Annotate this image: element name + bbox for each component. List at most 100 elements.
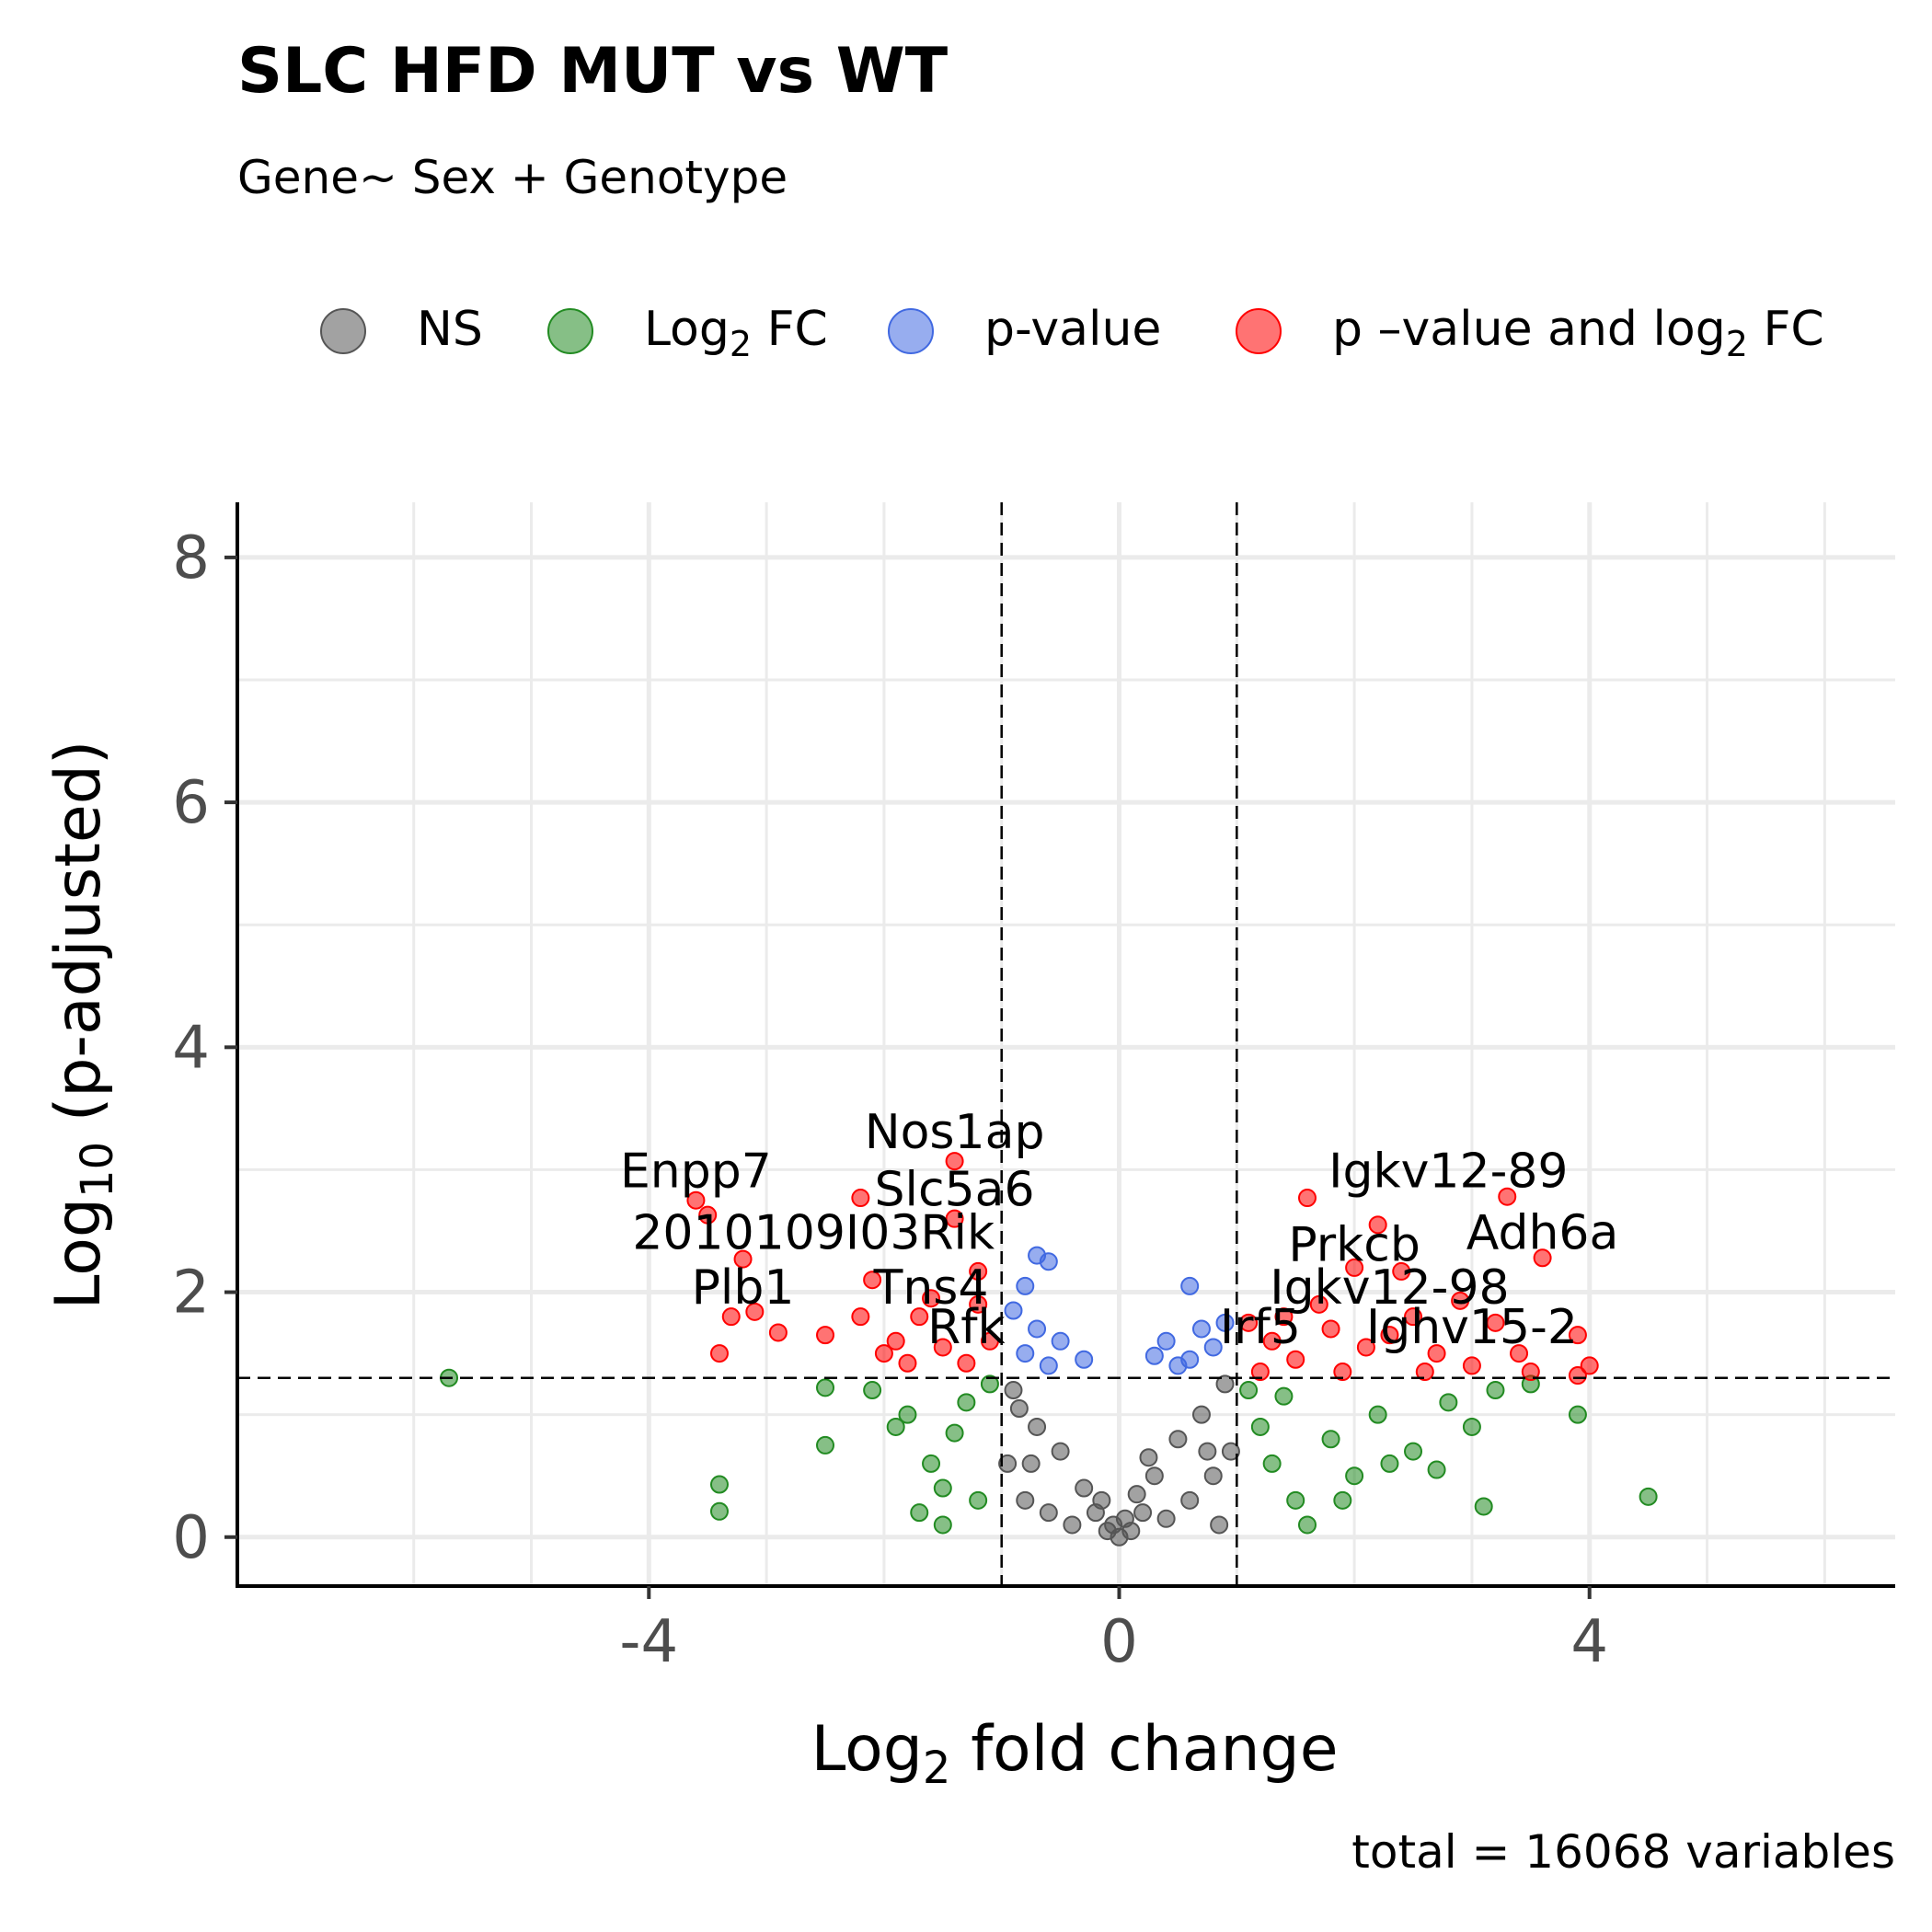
data-point-pfc [1380, 1326, 1399, 1345]
data-point-p [1075, 1350, 1094, 1369]
data-point-pfc [1345, 1258, 1364, 1277]
data-point-pfc [1498, 1187, 1517, 1206]
legend-label-fc: Log2 FC [644, 302, 828, 364]
data-point-pfc [945, 1209, 964, 1228]
legend-marker-p [888, 308, 934, 354]
data-point-pfc [1262, 1331, 1282, 1351]
data-point-fc [1404, 1442, 1423, 1461]
axis-ticks: 0 2 4 6 8 -4 0 4 [172, 524, 1608, 1676]
gene-label: Nos1ap [865, 1105, 1045, 1160]
data-point-pfc [1356, 1338, 1375, 1357]
data-point-fc [933, 1478, 952, 1498]
data-point-p [1191, 1319, 1211, 1339]
data-point-pfc [910, 1307, 929, 1327]
data-point-pfc [698, 1205, 718, 1225]
data-point-p [1016, 1344, 1035, 1363]
legend-label-part: 2 [730, 324, 752, 364]
data-point-pfc [922, 1289, 941, 1308]
data-point-pfc [1392, 1261, 1411, 1281]
legend: NS Log2 FC p-value p –value and log2 FC [320, 302, 1824, 364]
data-point-p [1156, 1331, 1176, 1351]
gene-label: Enpp7 [620, 1144, 772, 1200]
data-point-fc [1427, 1460, 1446, 1479]
data-point-ns [1133, 1503, 1153, 1523]
data-point-ns [1009, 1398, 1029, 1418]
data-point-pfc [709, 1344, 729, 1363]
data-point-fc [1333, 1490, 1352, 1510]
grid-lines [237, 502, 1895, 1586]
data-point-ns [1004, 1381, 1023, 1400]
data-point-fc [1380, 1454, 1399, 1473]
data-point-pfc [1533, 1248, 1552, 1268]
data-point-p [1215, 1313, 1235, 1332]
legend-label-p: p-value [984, 302, 1161, 357]
data-point-p [1004, 1301, 1023, 1320]
legend-marker-pfc [1236, 308, 1282, 354]
data-point-ns [1198, 1442, 1217, 1461]
data-point-fc [1321, 1430, 1340, 1449]
data-point-pfc [1297, 1189, 1317, 1208]
legend-label-part: 2 [1726, 324, 1748, 364]
data-point-ns [1215, 1374, 1235, 1394]
gene-label: Slc5a6 [875, 1163, 1035, 1218]
data-point-pfc [933, 1338, 952, 1357]
data-point-pfc [1286, 1350, 1305, 1369]
data-point-pfc [1580, 1356, 1599, 1375]
data-point-p [1051, 1331, 1070, 1351]
data-point-p [1203, 1338, 1223, 1357]
y-axis-title: Log10 (p-adjusted) [42, 741, 123, 1310]
data-point-pfc [1568, 1366, 1587, 1386]
data-point-fc [1462, 1417, 1481, 1436]
data-point-fc [1274, 1386, 1294, 1406]
data-point-fc [1439, 1393, 1458, 1412]
gene-label: 2010109I03Rik [632, 1205, 995, 1260]
x-tick-label: -4 [619, 1608, 678, 1676]
data-point-ns [1039, 1503, 1058, 1523]
data-point-pfc [874, 1344, 893, 1363]
legend-label-ns: NS [417, 302, 483, 357]
data-point-ns [1180, 1490, 1200, 1510]
data-point-pfc [686, 1190, 706, 1210]
y-tick-label: 8 [172, 524, 210, 592]
data-point-pfc [1510, 1344, 1529, 1363]
data-point-ns [1016, 1490, 1035, 1510]
data-point-ns [1127, 1485, 1146, 1504]
legend-label-part: p –value and log [1332, 302, 1726, 357]
legend-label-part: p-value [984, 302, 1161, 357]
chart-caption: total = 16068 variables [1351, 1825, 1895, 1879]
data-point-ns [1063, 1515, 1082, 1535]
data-point-ns [1221, 1442, 1240, 1461]
data-point-ns [1210, 1515, 1229, 1535]
x-tick-label: 0 [1100, 1608, 1138, 1676]
data-point-pfc [1451, 1291, 1470, 1310]
data-point-pfc [886, 1331, 905, 1351]
data-point-fc [709, 1475, 729, 1494]
data-point-fc [1286, 1490, 1305, 1510]
data-point-pfc [733, 1249, 753, 1269]
legend-marker-ns [320, 308, 366, 354]
gene-label: Igkv12-89 [1328, 1144, 1568, 1200]
data-point-ns [1075, 1478, 1094, 1498]
data-point-pfc [945, 1152, 964, 1171]
data-point-fc [1639, 1487, 1658, 1506]
gene-label: Igkv12-98 [1270, 1260, 1509, 1316]
gene-label: Tns4 [873, 1260, 989, 1316]
data-point-pfc [721, 1307, 741, 1327]
gene-label: Ighv15-2 [1366, 1300, 1578, 1355]
data-point-pfc [745, 1302, 765, 1321]
data-point-fc [1486, 1381, 1505, 1400]
data-point-pfc [1239, 1313, 1259, 1332]
data-point-ns [1139, 1448, 1158, 1467]
data-point-fc [910, 1503, 929, 1523]
data-point-fc [863, 1381, 882, 1400]
y-tick-label: 6 [172, 769, 210, 837]
data-point-fc [933, 1515, 952, 1535]
data-point-pfc [969, 1294, 988, 1314]
data-point-fc [1250, 1417, 1270, 1436]
chart-title: SLC HFD MUT vs WT [237, 35, 949, 108]
data-point-p [1028, 1319, 1047, 1339]
data-point-pfc [1321, 1319, 1340, 1339]
data-point-ns [1051, 1442, 1070, 1461]
